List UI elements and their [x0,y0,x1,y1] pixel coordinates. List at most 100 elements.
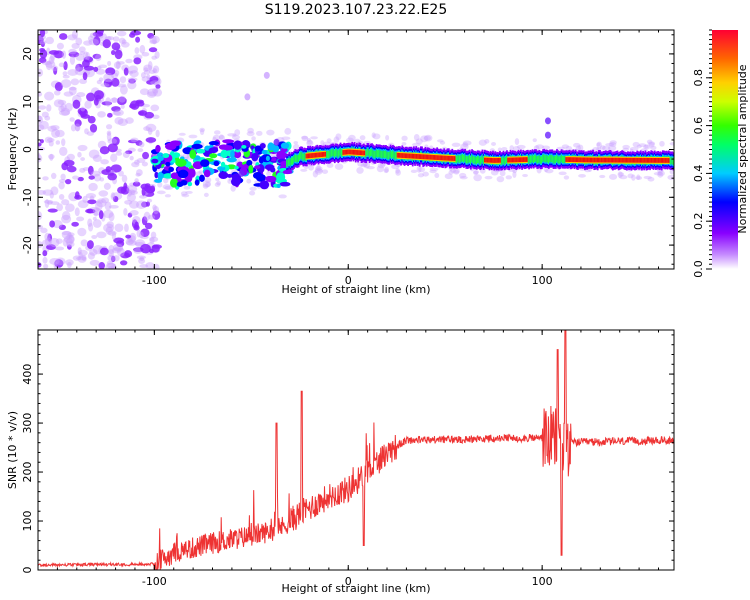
spectrogram-ridge-core [438,155,441,161]
spectrogram-ridge-core [431,154,434,160]
spectrogram-halo-blob [596,142,601,147]
spectrogram-noise-blob [139,44,146,54]
spectrogram-band-cell [554,156,557,164]
spectrogram-blob [246,159,253,166]
spectrogram-noise-blob [92,36,101,46]
spectrogram-halo-blob [643,144,651,150]
spectrogram-ticks [37,30,674,269]
spectrogram-ridge-core [565,157,568,162]
spectrogram-noise-blob [39,40,47,45]
spectrogram-noise-blob [147,32,155,39]
spectrogram-band-cell [295,154,298,163]
spectrogram-halo-blob [246,131,255,137]
spectrogram-noise-blob [107,254,116,262]
spectrogram-halo-blob [301,135,309,142]
spectrogram-noise-blob [39,120,49,130]
spectrogram-noise-blob [38,210,43,221]
spectrogram-ridge-core [446,155,449,161]
spectrogram-noise-blob [93,66,99,72]
spectrogram-ridge-core [423,154,426,160]
spectrogram-noise-blob [135,100,145,107]
spectrogram-band-cell [534,154,536,162]
spectrogram-band-cell [382,150,385,158]
spectrogram-band-cell [564,155,567,164]
spectrogram-ridge-core [518,157,521,163]
spectrogram-halo-blob [312,170,319,178]
spectrogram-noise-blob [155,84,161,89]
spectrogram-noise-blob [116,247,125,257]
spectrogram-noise-blob [133,57,142,65]
spectrogram-noise-blob [38,189,47,195]
spectrogram-ridge-core [622,157,625,163]
spectrogram-noise-blob [66,234,71,240]
spectrogram-band-cell [460,154,463,162]
colorbar-tick-label: 0.8 [692,69,705,87]
spectrogram-noise-blob [145,123,157,132]
spectrogram-ridge-core [567,157,570,162]
spectrogram-ridge-core [408,153,411,159]
spectrogram-ridge-core [307,153,310,159]
spectrogram-halo-blob [164,194,171,198]
spectrogram-noise-blob [83,40,93,46]
spectrogram-noise-blob [125,240,137,246]
spectrogram-halo-blob [650,145,657,150]
spectrogram-halo-blob [501,146,508,151]
spectrogram-noise-blob [152,88,159,94]
spectrogram-noise-blob [143,211,151,221]
spectrogram-noise-blob [130,137,139,143]
spectrogram-noise-blob [78,251,83,259]
spectrogram-noise-blob [47,125,57,132]
spectrogram-ridge-core [652,157,655,163]
spectrogram-noise-blob [103,223,115,233]
spectrogram-band-cell [500,157,503,166]
spectrogram-noise-blob [89,259,100,266]
spectrogram-band-cell [530,155,533,164]
spectrogram-band-cell [470,156,472,165]
spectrogram-ridge-core [320,152,323,157]
spectrogram-noise-blob [129,232,137,242]
spectrogram-noise-blob [53,66,58,75]
spectrogram-noise-blob [130,190,138,195]
spectrogram-ridge-core [651,157,654,163]
spectrogram-ridge-core [573,157,576,163]
spectrogram-noise-blob [81,254,87,262]
spectrogram-ridge-core [489,157,492,163]
spectrogram-noise-blob [119,260,128,266]
spectrogram-noise-blob [101,101,113,106]
spectrogram-ridge-core [485,157,487,163]
spectrogram-noise-blob [42,189,54,196]
spectrogram-halo-blob [596,141,602,149]
spectrogram-noise-blob [152,205,160,215]
spectrogram-band-cell [372,149,375,158]
spectrogram-noise-blob [68,48,77,55]
spectrogram-noise-blob [106,36,115,41]
spectrogram-band-cell [463,155,465,163]
spectrogram-ridge-core [401,153,404,158]
spectrogram-blob [258,156,264,164]
spectrogram-ridge-core [639,157,642,163]
spectrogram-halo-blob [556,146,566,150]
spectrogram-halo-blob [643,175,652,180]
spectrogram-ridge-core [402,153,405,158]
spectrogram-ridge-core [410,153,413,159]
spectrogram-ridge-core [571,157,573,163]
spectrogram-noise-blob [74,207,80,217]
spectrogram-band-cell [379,150,382,158]
spectrogram-noise-blob [134,221,139,230]
spectrogram-halo-blob [599,145,606,150]
spectrogram-halo-blob [413,134,420,141]
spectrogram-halo-blob [385,134,390,141]
spectrogram-ridge-core [444,155,447,161]
spectrogram-halo-blob [202,183,209,189]
spectrogram-noise-blob [98,190,109,197]
spectrogram-ridge-core [580,157,583,163]
spectrogram-blob [261,149,268,155]
spectrogram-noise-blob [155,129,160,138]
spectrogram-halo-blob [301,135,308,140]
spectrogram-band-cell [330,149,333,157]
spectrogram-ridge-core [437,155,440,161]
spectrogram-halo-blob [635,176,643,180]
spectrogram-noise-blob [62,237,69,247]
spectrogram-halo-blob [646,139,653,144]
spectrogram-band-cell [556,154,558,162]
